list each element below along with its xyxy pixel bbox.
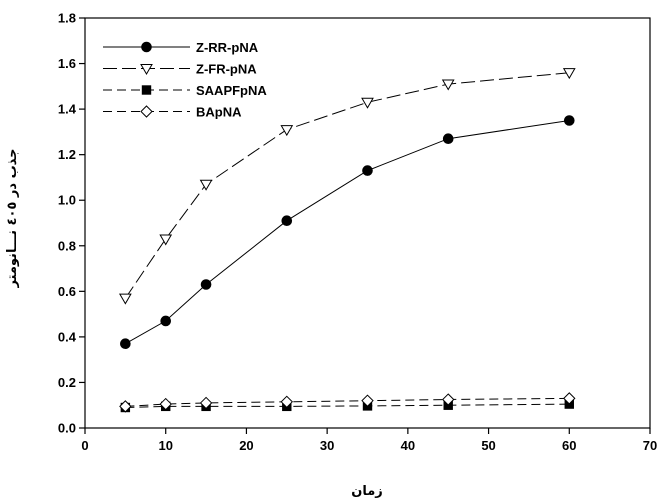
y-tick-label: 1.8 — [58, 11, 76, 26]
x-tick-label: 10 — [158, 438, 172, 453]
y-tick-label: 1.6 — [58, 56, 76, 71]
y-tick-label: 0.6 — [58, 284, 76, 299]
series-saapfpna — [120, 399, 574, 413]
data-point — [119, 400, 132, 413]
y-tick-label: 1.4 — [58, 102, 77, 117]
legend-label: SAAPFpNA — [196, 83, 267, 98]
data-point — [442, 133, 454, 145]
legend-marker — [140, 64, 153, 75]
data-point — [280, 395, 293, 409]
legend-item: Z-RR-pNA — [103, 40, 259, 55]
legend: Z-RR-pNA Z-FR-pNA SAAPFpNA BApNA — [103, 40, 267, 120]
data-point — [160, 315, 172, 327]
data-point — [563, 115, 575, 126]
series-layer — [118, 68, 576, 413]
data-point — [280, 125, 294, 137]
legend-item: SAAPFpNA — [103, 83, 267, 98]
y-tick-label: 0.8 — [58, 238, 76, 253]
x-tick-label: 30 — [320, 438, 334, 453]
data-point — [120, 338, 131, 350]
data-point — [200, 279, 212, 290]
x-tick-label: 50 — [481, 438, 495, 453]
legend-label: Z-RR-pNA — [196, 40, 259, 55]
y-tick-label: 1.2 — [58, 147, 76, 162]
legend-marker — [141, 41, 152, 53]
series-line — [125, 120, 570, 345]
x-tick-label: 70 — [643, 438, 657, 453]
x-tick-label: 0 — [81, 438, 88, 453]
legend-item: BApNA — [103, 105, 242, 120]
legend-label: Z-FR-pNA — [196, 62, 257, 77]
x-axis-title: زمان — [351, 484, 383, 498]
series-bapna — [119, 392, 576, 413]
x-axis: 0 10 20 30 40 50 60 70 — [81, 428, 657, 453]
y-axis-title: جذب در ٤٠٥ نـــانومتر — [5, 148, 20, 288]
legend-marker — [140, 105, 153, 118]
y-tick-label: 0.0 — [58, 421, 76, 436]
plot-border — [84, 17, 651, 429]
data-point — [118, 293, 132, 305]
data-point — [159, 234, 173, 246]
data-point — [442, 393, 455, 406]
series-z-rr-pna — [120, 115, 575, 350]
data-point — [441, 79, 455, 91]
data-point — [362, 165, 373, 176]
y-tick-label: 0.4 — [58, 329, 77, 344]
series-z-fr-pna — [118, 68, 576, 305]
plot-frame — [84, 17, 651, 429]
data-point — [563, 392, 576, 405]
data-point — [361, 97, 374, 109]
data-point — [159, 397, 172, 411]
data-point — [281, 215, 293, 227]
y-tick-label: 1.0 — [58, 193, 76, 208]
x-tick-label: 20 — [239, 438, 253, 453]
data-point — [199, 396, 213, 410]
legend-item: Z-FR-pNA — [103, 62, 257, 77]
legend-label: BApNA — [196, 105, 242, 120]
series-line — [124, 72, 570, 299]
y-axis: 0.0 0.2 0.4 0.6 0.8 1.0 1.2 1.4 1.6 1.8 — [58, 11, 85, 436]
data-point — [361, 394, 374, 407]
series-line — [125, 397, 570, 407]
y-tick-label: 0.2 — [58, 375, 76, 390]
data-point — [562, 68, 576, 80]
x-tick-label: 40 — [401, 438, 415, 453]
series-line — [125, 403, 570, 408]
legend-marker — [141, 85, 152, 95]
x-tick-label: 60 — [562, 438, 576, 453]
data-point — [199, 179, 213, 191]
